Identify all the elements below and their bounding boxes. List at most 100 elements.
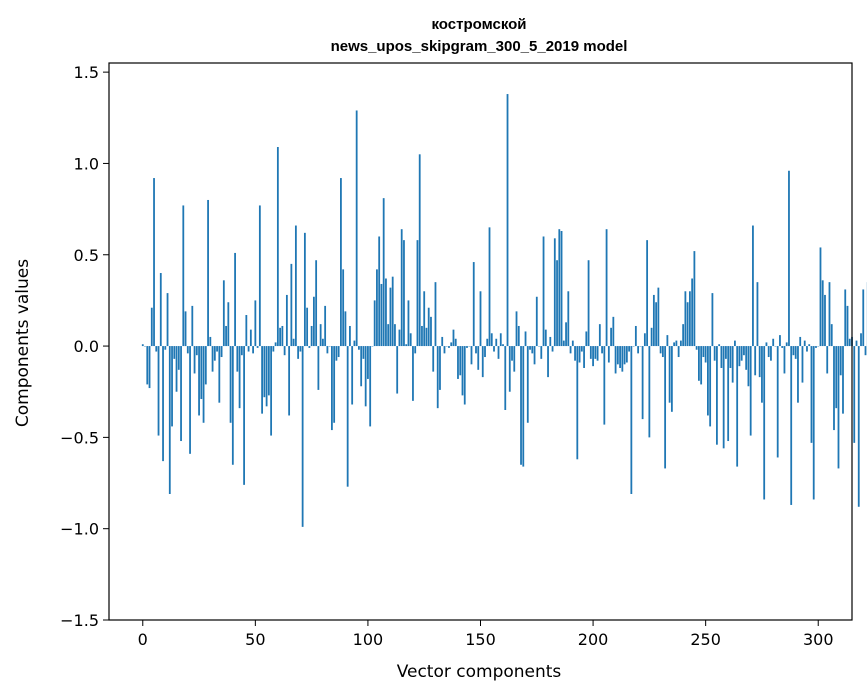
bar-188: [565, 322, 567, 347]
bar-61: [279, 327, 282, 347]
bar-174: [533, 346, 536, 365]
bar-77: [315, 260, 318, 347]
bar-2: [146, 346, 149, 385]
bar-297: [810, 346, 813, 443]
bar-13: [171, 346, 173, 427]
bar-152: [484, 346, 486, 358]
bar-27: [202, 346, 205, 423]
bar-78: [317, 346, 320, 390]
bar-163: [508, 346, 511, 392]
bar-18: [182, 205, 185, 347]
bar-45: [243, 346, 245, 485]
bar-246: [695, 346, 698, 350]
bar-36: [222, 280, 225, 347]
bar-63: [283, 346, 286, 356]
bar-187: [562, 340, 565, 347]
bar-254: [713, 346, 716, 361]
bar-121: [414, 346, 417, 354]
bar-316: [853, 346, 856, 443]
bar-128: [430, 316, 432, 347]
y-axis-ticks: −1.5 −1.0 −0.5 0.0 0.5 1.0 1.5: [60, 63, 109, 630]
bar-115: [400, 229, 403, 347]
bar-111: [391, 276, 394, 347]
bar-144: [466, 346, 468, 348]
bar-185: [558, 229, 561, 347]
bar-250: [704, 346, 707, 363]
x-axis-label: Vector components: [397, 662, 562, 682]
bar-31: [211, 346, 214, 372]
bar-273: [756, 282, 759, 347]
y-axis-label: Components values: [13, 259, 33, 427]
bar-287: [788, 170, 790, 347]
bar-19: [184, 311, 187, 347]
bar-197: [585, 331, 588, 347]
bar-206: [605, 229, 608, 347]
bar-243: [688, 291, 691, 347]
bar-219: [634, 325, 637, 347]
bar-196: [583, 346, 585, 368]
bar-288: [790, 346, 793, 505]
bar-15: [175, 346, 178, 392]
bar-295: [806, 346, 808, 352]
bar-186: [560, 231, 563, 347]
bar-71: [301, 346, 304, 527]
bar-193: [576, 346, 579, 460]
bar-154: [488, 227, 491, 347]
bar-199: [589, 346, 592, 359]
bar-81: [324, 305, 327, 347]
bar-180: [547, 346, 549, 378]
bar-75: [310, 325, 313, 347]
bar-159: [499, 333, 502, 347]
bars-group: [141, 94, 867, 527]
bar-108: [385, 278, 387, 347]
bar-258: [722, 346, 725, 449]
bar-48: [249, 329, 252, 347]
bar-253: [711, 293, 714, 347]
bar-231: [661, 346, 664, 358]
x-tick-label: 0: [138, 630, 148, 649]
bar-301: [819, 247, 822, 347]
bar-205: [603, 346, 606, 425]
bar-68: [294, 225, 297, 347]
bar-211: [616, 346, 619, 365]
bar-100: [367, 346, 369, 379]
bar-277: [765, 342, 768, 347]
bar-120: [412, 346, 414, 401]
bar-59: [274, 342, 277, 347]
bar-70: [299, 346, 302, 352]
bar-268: [745, 346, 748, 370]
x-tick-label: 200: [578, 630, 609, 649]
bar-3: [148, 346, 151, 389]
bar-140: [457, 346, 459, 379]
bar-184: [556, 260, 558, 347]
bar-30: [209, 336, 212, 347]
bar-86: [335, 346, 338, 361]
bar-223: [643, 333, 646, 347]
bar-35: [220, 346, 223, 358]
bar-43: [238, 346, 241, 409]
bar-41: [234, 252, 236, 347]
bar-227: [652, 294, 655, 347]
x-tick-label: 50: [245, 630, 265, 649]
bar-260: [727, 346, 730, 442]
bar-162: [506, 94, 509, 347]
bar-85: [333, 346, 336, 423]
x-tick-label: 250: [690, 630, 721, 649]
bar-244: [691, 278, 694, 347]
x-axis-ticks: 0 50 100 150 200 250 300: [138, 620, 834, 649]
y-tick-label: 0.0: [74, 337, 99, 356]
bar-214: [623, 346, 626, 365]
bar-93: [351, 346, 354, 405]
bar-33: [216, 346, 218, 352]
bar-282: [776, 346, 779, 458]
bar-207: [607, 346, 610, 363]
bar-39: [229, 346, 232, 423]
bar-54: [263, 346, 266, 398]
bar-130: [434, 282, 437, 347]
bar-191: [571, 340, 574, 347]
bar-12: [168, 346, 171, 494]
bar-233: [666, 335, 669, 347]
bar-116: [403, 240, 405, 347]
bar-42: [236, 346, 239, 372]
bar-303: [824, 294, 826, 347]
